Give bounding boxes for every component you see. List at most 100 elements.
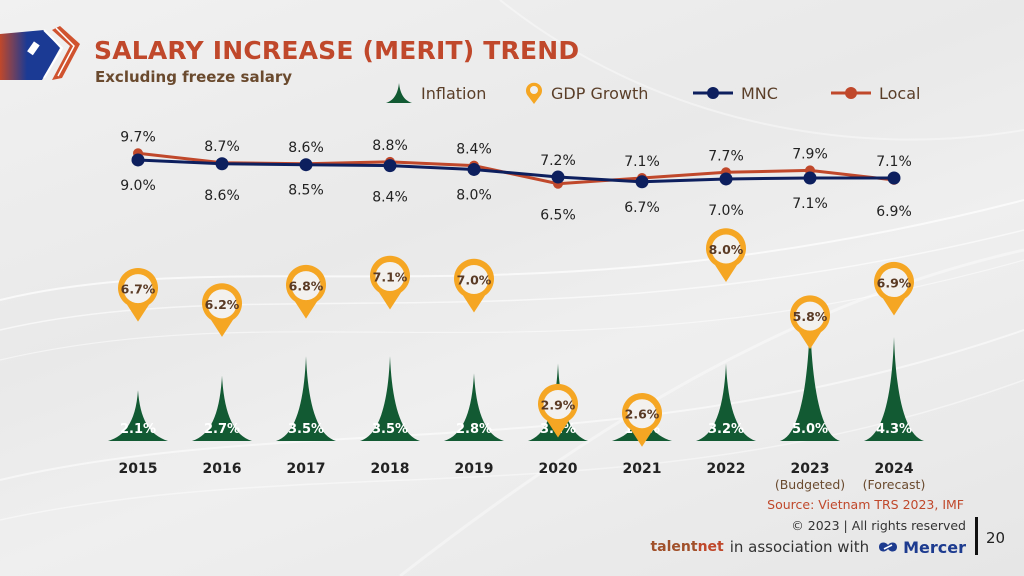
mnc-point <box>719 172 733 186</box>
inflation-spike <box>780 320 840 441</box>
gdp-label: 8.0% <box>709 242 744 257</box>
gdp-label: 6.9% <box>877 276 912 291</box>
legend-label-gdp: GDP Growth <box>551 83 649 103</box>
inflation-label: 5.0% <box>792 422 828 437</box>
mnc-point <box>215 157 229 171</box>
gdp-label: 6.7% <box>121 282 156 297</box>
salary-label-lower: 9.0% <box>120 178 156 194</box>
mnc-point <box>551 170 565 184</box>
gdp-pin-center <box>879 268 909 298</box>
mnc-point <box>887 171 901 185</box>
salary-label-upper: 8.8% <box>372 138 408 154</box>
gdp-pin-center <box>543 390 573 420</box>
salary-label-lower: 6.9% <box>876 204 912 220</box>
mnc-point <box>299 158 313 172</box>
mnc-line-marker-icon <box>693 87 733 99</box>
talentnet-logo: talentnet <box>650 539 723 555</box>
legend-label-local: Local <box>879 83 921 103</box>
legend-item-mnc: MNC <box>693 80 778 106</box>
salary-label-upper: 7.7% <box>708 148 744 164</box>
gdp-pin-center <box>711 234 741 264</box>
salary-label-lower: 8.5% <box>288 183 324 199</box>
salary-label-lower: 8.0% <box>456 187 492 203</box>
salary-label-lower: 7.0% <box>708 203 744 219</box>
x-tick-label: 2017 <box>287 461 326 477</box>
salary-label-lower: 8.4% <box>372 190 408 206</box>
salary-lines: 9.7% 9.0% 8.7% 8.6% 8.6% 8.5% 8.8% 8.4% 8.4% 8.0%… <box>120 129 912 223</box>
page-title: SALARY INCREASE (MERIT) TREND <box>94 36 580 65</box>
inflation-series: 2.1%2.7%3.5%3.5%2.8%3.2%1.8%3.2%5.0%4.3% <box>108 320 924 441</box>
x-tick-label: 2016 <box>203 461 242 477</box>
mnc-point <box>131 153 145 167</box>
source-note: Source: Vietnam TRS 2023, IMF <box>767 497 964 512</box>
inflation-label: 3.5% <box>288 422 324 437</box>
inflation-spike <box>192 375 252 441</box>
inflation-label: 2.8% <box>456 422 492 437</box>
inflation-label: 2.1% <box>120 422 156 437</box>
gdp-label: 7.0% <box>457 273 492 288</box>
legend-item-inflation: Inflation <box>385 80 486 106</box>
mercer-logo-icon <box>879 542 898 552</box>
inflation-label: 4.3% <box>876 422 912 437</box>
inflation-spike-icon <box>386 83 412 103</box>
gdp-label: 5.8% <box>793 309 828 324</box>
x-tick-note: (Budgeted) <box>775 477 845 492</box>
salary-label-upper: 7.1% <box>876 154 912 170</box>
x-axis-labels: 2015 2016 2017 2018 2019 2020 2021 2022 2023(Bud… <box>119 461 926 492</box>
legend-label-inflation: Inflation <box>421 83 487 103</box>
gdp-pin-center <box>795 301 825 331</box>
mercer-logo-text: Mercer <box>903 537 966 557</box>
legend-item-local: Local <box>831 80 920 106</box>
salary-label-upper: 9.7% <box>120 129 156 145</box>
salary-label-lower: 8.6% <box>204 188 240 204</box>
page-subtitle: Excluding freeze salary <box>95 68 293 86</box>
x-tick-label: 2022 <box>707 461 746 477</box>
gdp-pin-center <box>459 265 489 294</box>
inflation-label: 3.2% <box>708 422 744 437</box>
gdp-pin-center <box>291 271 321 301</box>
inflation-spike <box>360 356 420 441</box>
x-tick-label: 2015 <box>119 461 158 477</box>
gdp-pin-center <box>627 399 657 429</box>
legend-item-gdp: GDP Growth <box>525 80 648 106</box>
inflation-label: 2.7% <box>204 422 240 437</box>
mnc-point <box>635 175 649 189</box>
inflation-spike <box>276 356 336 441</box>
mnc-point <box>383 159 397 173</box>
page-number: 20 <box>986 529 1006 547</box>
salary-label-upper: 7.9% <box>792 146 828 162</box>
salary-label-upper: 8.7% <box>204 139 240 155</box>
inflation-spike <box>108 390 168 441</box>
salary-label-upper: 7.1% <box>624 154 660 170</box>
inflation-spike <box>444 373 504 441</box>
salary-label-upper: 8.6% <box>288 140 324 156</box>
gdp-label: 6.2% <box>205 297 240 312</box>
talentnet-logo-part-b: net <box>697 539 724 555</box>
x-tick-label: 2020 <box>539 461 578 477</box>
inflation-spike <box>696 363 756 441</box>
gdp-pin-center <box>207 289 237 319</box>
gdp-series: 6.7% 6.2% 6.8% 7.1% 7.0% 2.9% 2.6% 8.0% 5.8% 6.9% <box>118 228 914 447</box>
inflation-label: 3.5% <box>372 422 408 437</box>
gdp-pin-center <box>123 274 153 304</box>
mnc-point <box>467 162 481 176</box>
x-tick-label: 2019 <box>455 461 494 477</box>
gdp-pin-center <box>375 261 405 291</box>
mnc-line <box>137 158 894 184</box>
local-line-marker-icon <box>831 87 871 99</box>
gdp-label: 2.9% <box>541 398 576 413</box>
x-tick-label: 2023 <box>791 461 830 477</box>
salary-label-lower: 7.1% <box>792 196 828 212</box>
gdp-label: 2.6% <box>625 407 660 422</box>
legend-label-mnc: MNC <box>741 83 778 103</box>
gdp-label: 6.8% <box>289 279 324 294</box>
map-pin-icon <box>526 82 542 104</box>
salary-label-upper: 7.2% <box>540 153 576 169</box>
gdp-label: 7.1% <box>373 269 408 284</box>
salary-label-upper: 8.4% <box>456 142 492 158</box>
inflation-spike <box>864 336 924 441</box>
talentnet-logo-part-a: talent <box>650 539 698 555</box>
x-tick-label: 2021 <box>623 461 662 477</box>
copyright-text: © 2023 | All rights reserved <box>791 518 966 533</box>
